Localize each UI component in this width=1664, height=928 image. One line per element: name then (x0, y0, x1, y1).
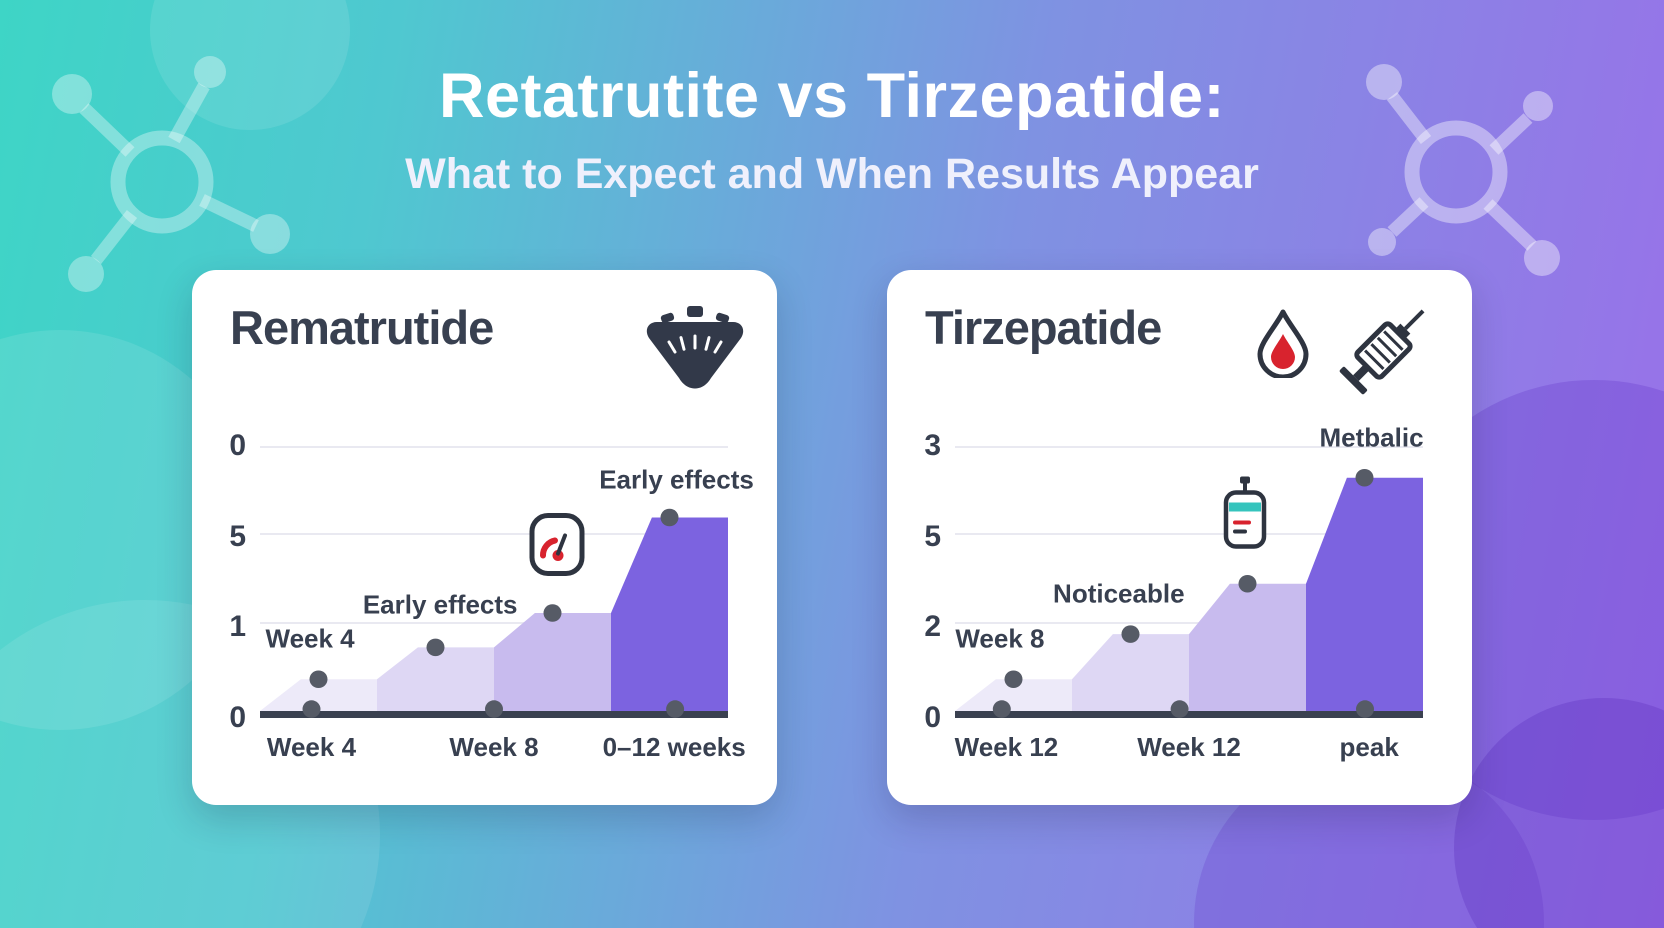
annotation-week4: Week 4 (265, 623, 355, 654)
gridline (955, 446, 1423, 448)
card-title: Rematrutide (230, 301, 494, 354)
card-header-icons (1250, 300, 1442, 407)
annotation-week8: Week 8 (955, 623, 1045, 654)
y-tick: 0 (229, 701, 246, 734)
page-subtitle: What to Expect and When Results Appear (405, 150, 1259, 198)
gridline (260, 533, 728, 536)
molecule-icon-left (52, 56, 290, 292)
gridline (260, 446, 728, 448)
card-tirzepatide: Tirzepatide (887, 270, 1472, 805)
y-tick: 0 (229, 429, 246, 462)
area-chart: Week 4 Early effects Early effects (260, 446, 754, 718)
y-axis-labels: 0 5 1 0 (208, 429, 250, 734)
y-tick: 3 (924, 429, 941, 462)
y-tick: 5 (229, 519, 246, 553)
x-axis-labels: Week 4 Week 8 0–12 weeks (260, 732, 746, 768)
y-tick: 5 (924, 519, 941, 553)
area-series (955, 468, 1423, 718)
gridline (955, 533, 1423, 536)
syringe-icon (1332, 292, 1442, 407)
card-rematrutide: Rematrutide (192, 270, 777, 805)
scale-gauge-icon (646, 306, 744, 389)
x-tick: 0–12 weeks (602, 732, 746, 762)
x-tick: Week 12 (1137, 732, 1241, 762)
x-tick: Week 4 (266, 732, 357, 762)
page-title: Retatrutite vs Tirzepatide: (438, 61, 1226, 131)
x-axis-labels: Week 12 Week 12 peak (955, 732, 1423, 768)
card-header: Rematrutide (230, 300, 747, 398)
annotation-early-effects: Early effects (362, 589, 518, 620)
y-axis-labels: 3 5 2 0 (903, 429, 945, 734)
y-tick: 0 (924, 701, 941, 734)
x-tick: Week 8 (449, 732, 539, 762)
gridline (260, 621, 728, 624)
gridline (955, 621, 1423, 624)
card-header-icons (643, 300, 747, 398)
annotation-noticeable: Noticeable (1053, 578, 1185, 609)
area-chart: Week 8 Noticeable Metbalic (955, 423, 1424, 718)
y-tick: 1 (229, 610, 246, 644)
iv-bag-icon (1219, 476, 1271, 559)
cards-row: Rematrutide (0, 270, 1664, 805)
y-tick: 2 (924, 610, 941, 644)
timer-gauge-icon (528, 511, 586, 582)
card-title: Tirzepatide (925, 301, 1162, 354)
blood-drop-icon (1257, 309, 1309, 378)
x-tick: Week 12 (954, 732, 1059, 762)
card-header: Tirzepatide (925, 300, 1442, 407)
annotation-early-effects-peak: Early effects (599, 464, 754, 495)
annotation-metabolic-peak: Metbalic (1319, 422, 1424, 453)
area-series (260, 508, 728, 718)
molecule-icon-right (1366, 64, 1560, 276)
x-tick: peak (1339, 732, 1399, 762)
